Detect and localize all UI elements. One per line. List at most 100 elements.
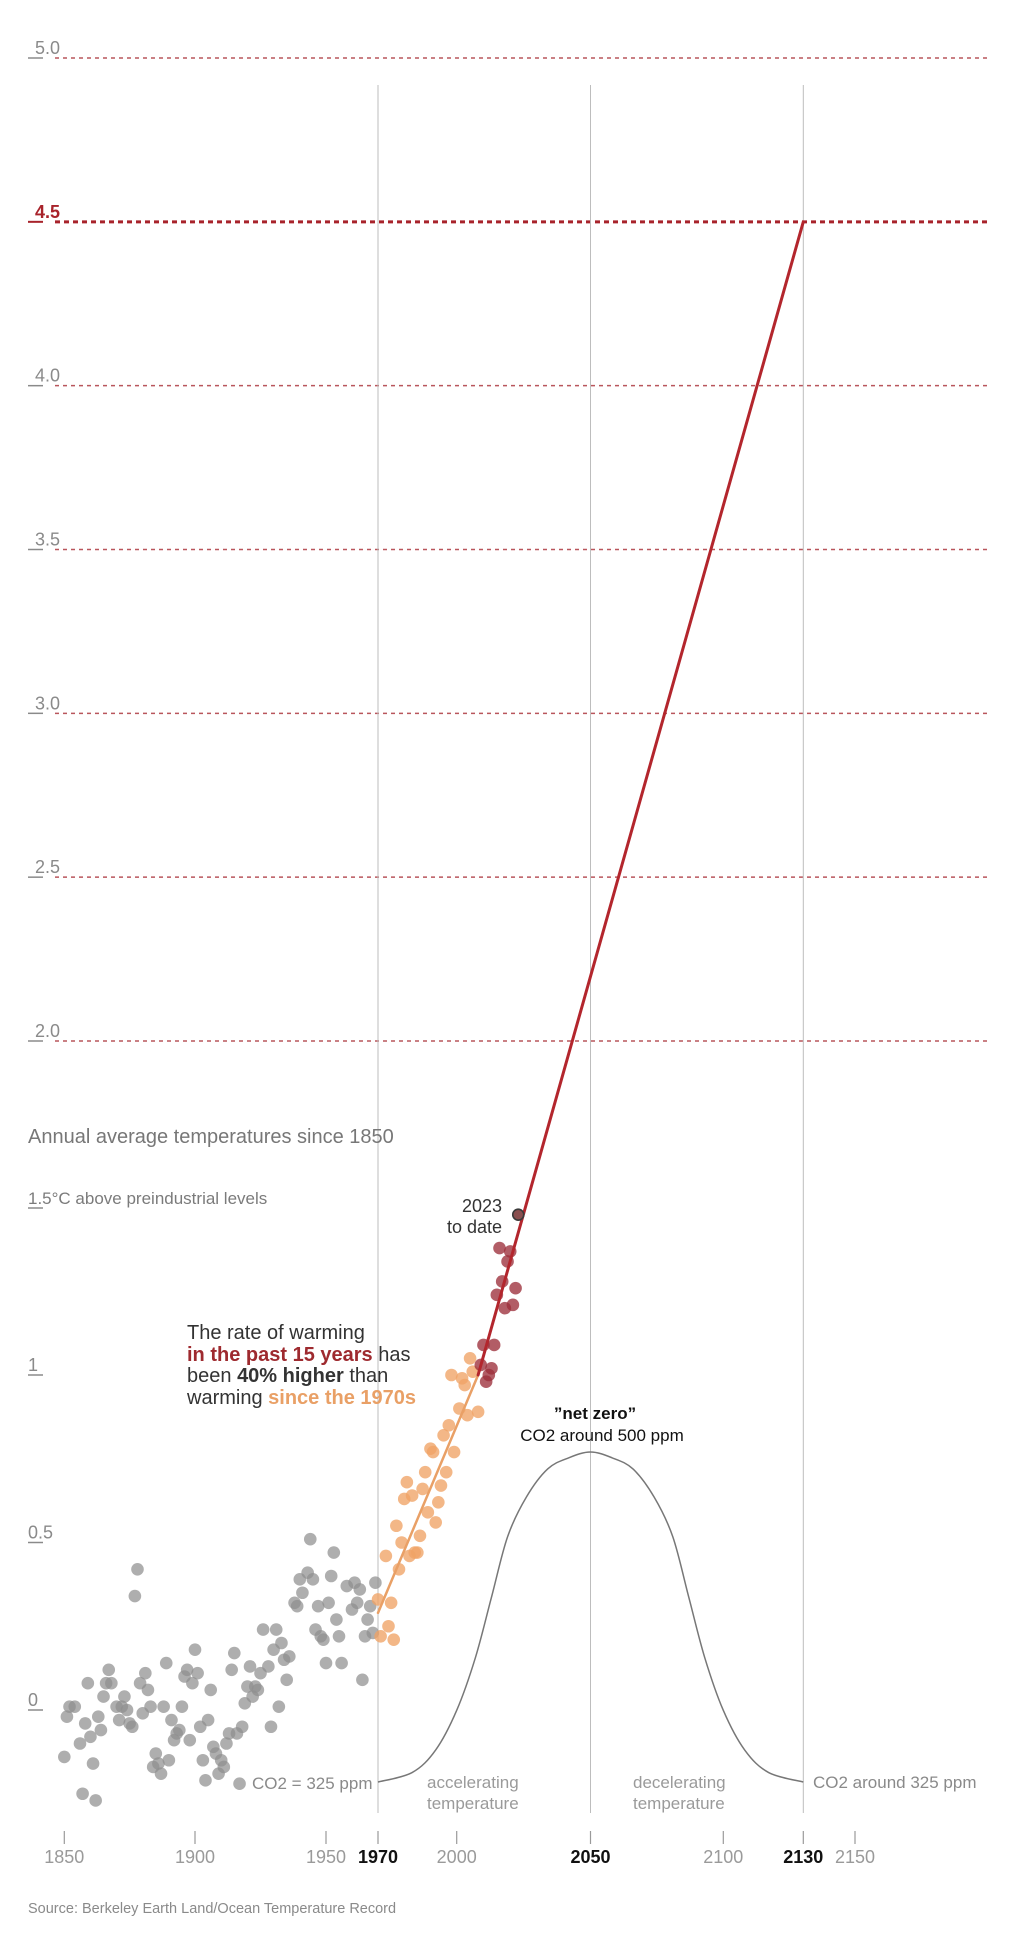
y-tick-label-1.5: 1.5°C above preindustrial levels (28, 1189, 267, 1208)
point-historic-1883 (144, 1700, 157, 1713)
point-since1970-1974 (382, 1619, 395, 1633)
y-tick-label-4: 4.0 (35, 366, 60, 386)
decelerating-text: decelerating (633, 1773, 726, 1792)
rate-note-line-2: in the past 15 years has (187, 1344, 410, 1366)
point-historic-1856 (73, 1737, 87, 1750)
point-historic-1901 (191, 1666, 204, 1680)
x-axis: 1850 1900 1950 1970 2000 2050 2100 2130 2150 (44, 1831, 875, 1867)
y-tick-label-0.5: 0.5 (28, 1523, 53, 1543)
point-historic-1935 (280, 1673, 294, 1687)
rate-note-than: than (344, 1365, 388, 1387)
point-historic-1890 (162, 1753, 176, 1767)
point-historic-1928 (262, 1660, 275, 1673)
point-historic-1911 (217, 1760, 231, 1774)
point-since1970-2005 (463, 1352, 477, 1365)
point-since1970-1971 (374, 1630, 387, 1643)
point-historic-1891 (165, 1713, 178, 1727)
point-historic-1944 (303, 1532, 317, 1546)
x-tick-label-2050: 2050 (570, 1847, 610, 1867)
point-historic-1885 (149, 1747, 163, 1760)
point-historic-1933 (275, 1636, 288, 1650)
point-historic-1903 (196, 1753, 210, 1767)
x-tick-label-2000: 2000 (437, 1847, 477, 1867)
point-since1970-1983 (405, 1489, 419, 1502)
point-historic-1859 (81, 1676, 95, 1690)
y-axis-grid: 5.0 4.5 4.0 3.5 3.0 2.5 2.0 1.5°C above preindu… (28, 38, 987, 1711)
point-historic-1914 (225, 1663, 238, 1677)
point-historic-1851 (60, 1710, 74, 1723)
point-historic-1951 (322, 1596, 335, 1610)
trend-past-15-years-line (476, 220, 805, 1377)
point-since1970-2003 (458, 1378, 472, 1392)
y-tick-label-2.5: 2.5 (35, 857, 60, 877)
decelerating-temperature-label: decelerating temperature (633, 1773, 726, 1813)
x-tick-label-2130: 2130 (783, 1847, 823, 1867)
point-historic-1954 (330, 1613, 343, 1626)
point-historic-1874 (120, 1703, 134, 1717)
point-historic-1888 (157, 1700, 170, 1713)
point-historic-1900 (188, 1643, 202, 1656)
co2-net-zero-curve (377, 1451, 804, 1783)
point-historic-1949 (317, 1633, 330, 1646)
y-tick-label-4.5: 4.5 (35, 202, 60, 222)
point-since1970-1975 (384, 1596, 398, 1610)
point-historic-1955 (332, 1630, 346, 1643)
point-historic-1895 (175, 1700, 189, 1713)
point-historic-1904 (199, 1774, 212, 1787)
point-historic-1867 (102, 1663, 116, 1677)
point-historic-1905 (201, 1713, 215, 1727)
source-note: Source: Berkeley Earth Land/Ocean Temper… (28, 1901, 396, 1917)
rate-note-warming: warming (186, 1387, 268, 1409)
point-historic-1887 (154, 1767, 168, 1780)
co2-325-end-label: CO2 around 325 ppm (813, 1773, 977, 1792)
point-historic-1889 (159, 1656, 173, 1670)
rate-note-past-15-years: in the past 15 years (187, 1344, 373, 1366)
point-since1970-1992 (429, 1516, 443, 1529)
co2-325-start-label: CO2 = 325 ppm (252, 1774, 373, 1793)
point-historic-1881 (139, 1666, 152, 1680)
point-historic-1924 (251, 1683, 265, 1697)
chart-title: Annual average temperatures since 1850 (28, 1126, 394, 1148)
rate-note-intro: The rate of warming (187, 1322, 365, 1344)
x-tick-label-2150: 2150 (835, 1847, 875, 1867)
point-historic-1876 (125, 1720, 139, 1734)
point-historic-1863 (91, 1710, 105, 1723)
point-historic-1918 (235, 1720, 249, 1734)
x-tick-label-1900: 1900 (175, 1847, 215, 1867)
point-since1970-2008 (471, 1405, 485, 1419)
point-historic-1921 (243, 1660, 257, 1673)
point-historic-1906 (204, 1683, 218, 1697)
point-since1970-1995 (437, 1429, 450, 1442)
co2-curve-layer (377, 1451, 804, 1783)
point-historic-1857 (76, 1787, 89, 1801)
point-historic-1950 (319, 1656, 333, 1670)
point-historic-1898 (183, 1733, 197, 1747)
series-historic (58, 1532, 382, 1807)
point-since1970-1998 (445, 1368, 458, 1382)
net-zero-label: ”net zero” CO2 around 500 ppm (520, 1404, 684, 1445)
rate-note-line-1: The rate of warming (187, 1322, 365, 1344)
point-since1970-1994 (434, 1479, 448, 1492)
point-since1970-1999 (447, 1445, 461, 1459)
point-historic-1952 (324, 1569, 338, 1583)
point-historic-1873 (118, 1690, 131, 1703)
y-tick-label-5: 5.0 (35, 38, 60, 58)
y-tick-label-1: 1 (28, 1355, 38, 1375)
y-tick-label-2: 2.0 (35, 1021, 60, 1041)
rate-of-warming-note: The rate of warming in the past 15 years… (186, 1322, 416, 1409)
point-historic-1941 (296, 1586, 309, 1600)
point-historic-1953 (327, 1546, 341, 1559)
decelerating-temperature-text: temperature (633, 1794, 725, 1813)
point-since1970-1987 (416, 1482, 429, 1496)
point-historic-1926 (256, 1623, 270, 1636)
data-points (58, 220, 805, 1807)
series-since1970 (371, 1352, 485, 1646)
point-historic-1894 (173, 1723, 186, 1737)
point-historic-1947 (311, 1599, 325, 1613)
y-tick-label-3.5: 3.5 (35, 530, 60, 550)
point-historic-1854 (68, 1700, 82, 1713)
point-historic-1931 (269, 1623, 283, 1636)
point-historic-1878 (131, 1563, 144, 1576)
point-historic-1899 (186, 1676, 199, 1690)
